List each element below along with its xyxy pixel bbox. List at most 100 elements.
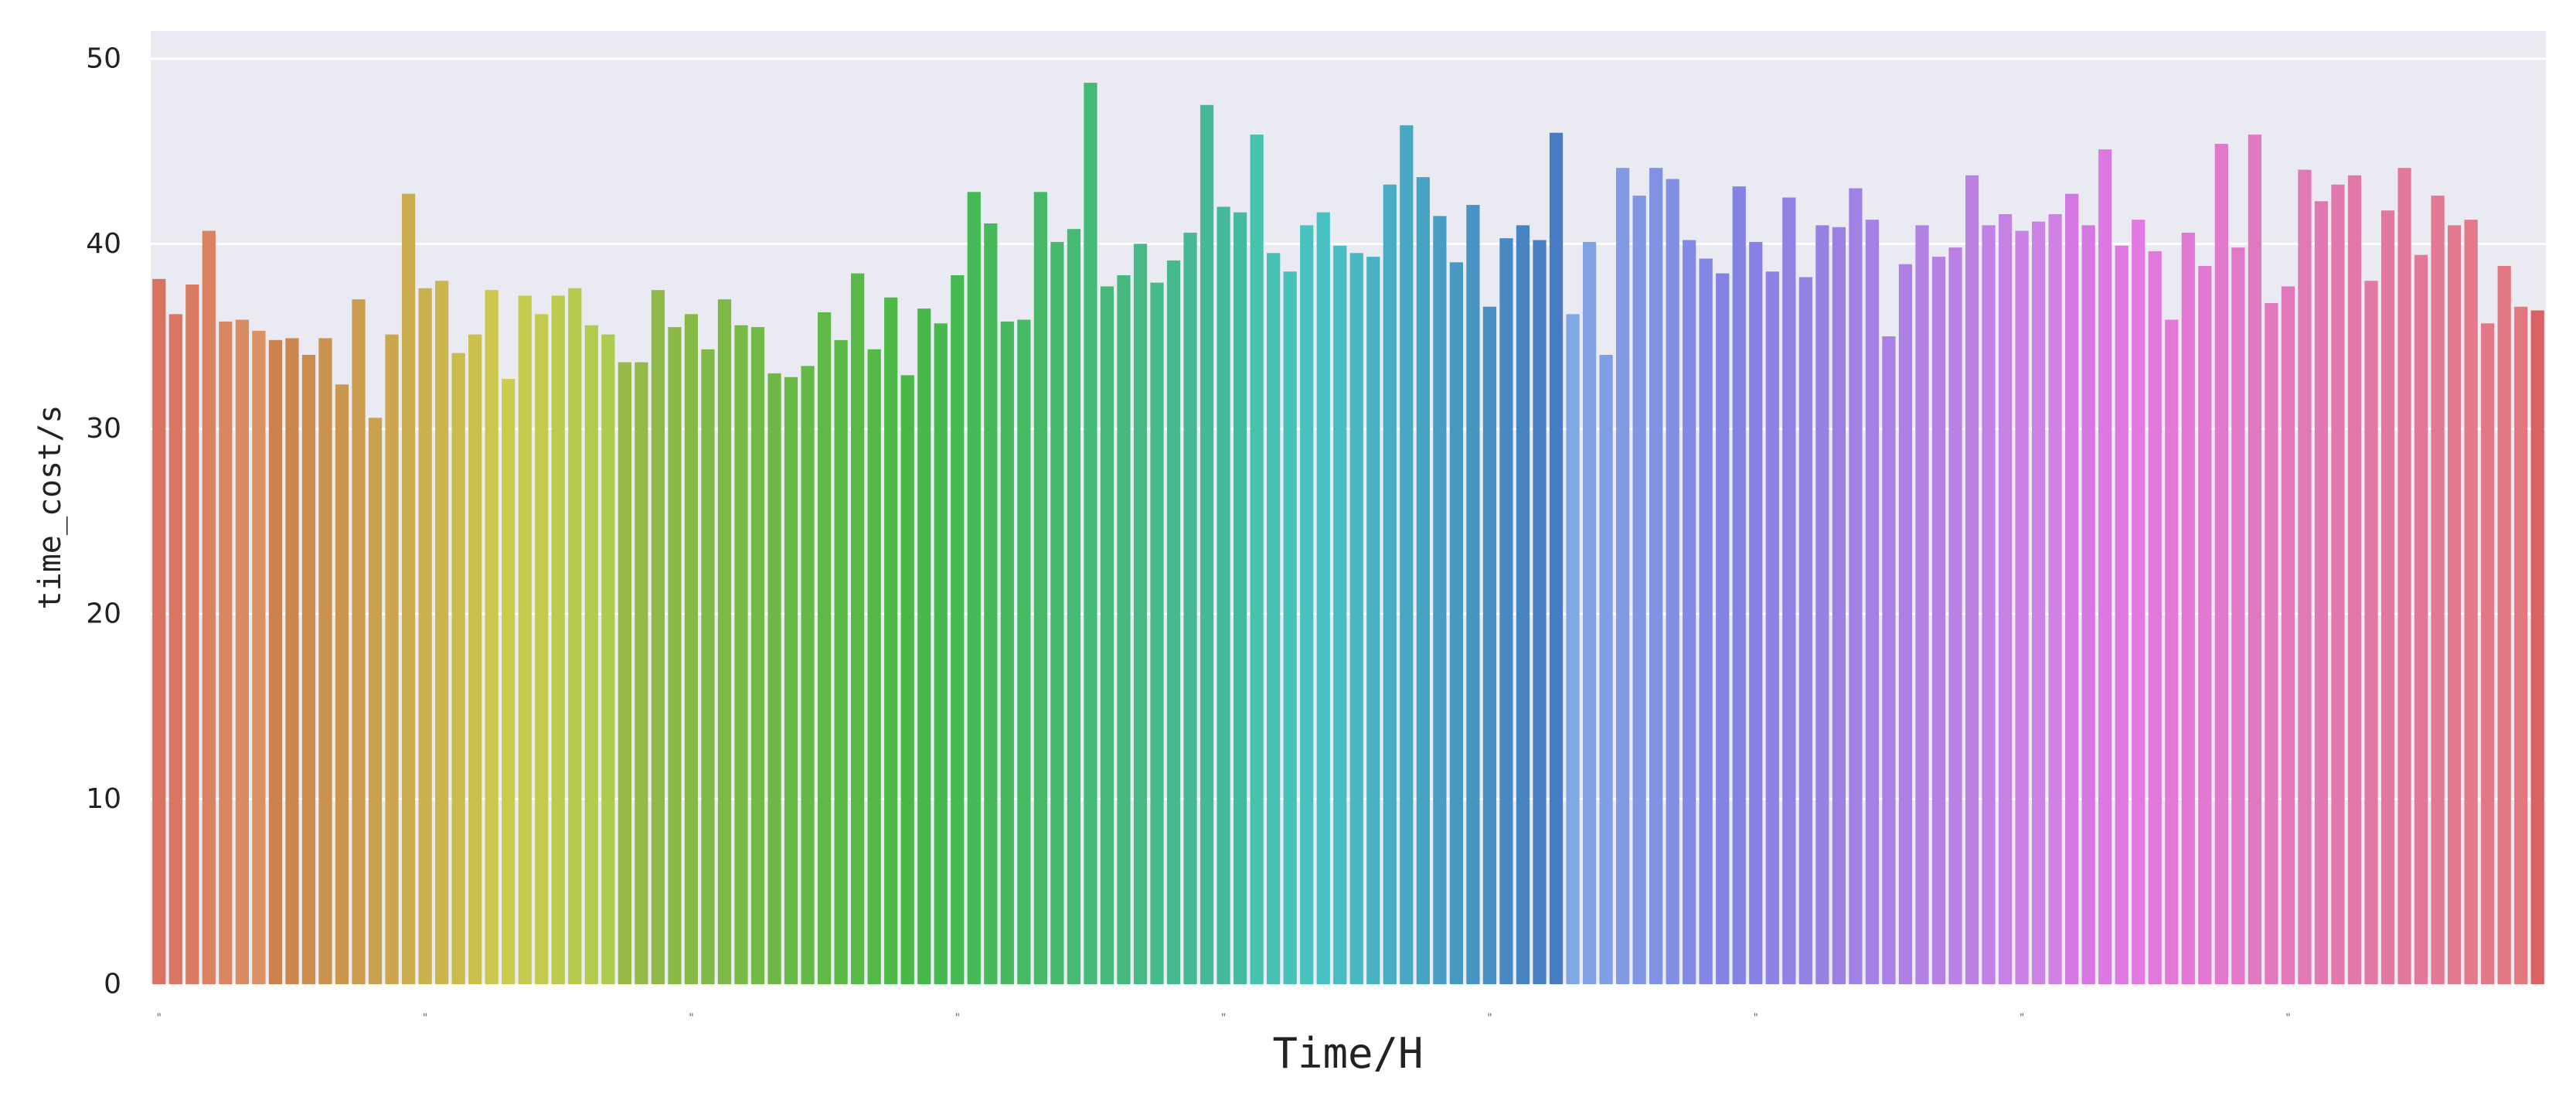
bars [152, 83, 2544, 985]
bar [618, 362, 631, 984]
bar [1166, 260, 1181, 984]
bar [418, 288, 432, 984]
y-tick-label: 20 [86, 598, 121, 630]
bar [2081, 225, 2095, 984]
bar [584, 325, 598, 984]
bar [1765, 271, 1779, 984]
bar [152, 278, 166, 984]
bar [867, 349, 881, 984]
bar [2231, 247, 2245, 984]
bar [934, 323, 948, 984]
bar [2397, 168, 2411, 984]
bar [1449, 262, 1463, 984]
bar [601, 334, 615, 984]
bar [2065, 193, 2079, 984]
x-tick-mark: " [955, 1012, 960, 1024]
bar [535, 314, 549, 984]
bar [834, 339, 848, 985]
bar [568, 288, 582, 984]
grid-lines [151, 57, 2546, 986]
bar [1183, 232, 1197, 985]
bar [2265, 302, 2278, 984]
bar [1433, 216, 1447, 984]
bar [1366, 257, 1380, 985]
bar [2198, 266, 2212, 984]
bar [1566, 314, 1580, 984]
bar [767, 373, 781, 984]
bar [285, 338, 299, 984]
bar [202, 230, 216, 984]
bar [717, 299, 732, 984]
bar [1383, 184, 1397, 985]
bar [1316, 212, 1330, 984]
bar [1300, 225, 1314, 984]
bar [1615, 168, 1630, 984]
bar [1100, 286, 1114, 984]
bar [2281, 286, 2295, 984]
plot-background [151, 31, 2546, 984]
y-tick-label: 0 [104, 969, 121, 1000]
bar [2331, 184, 2345, 985]
y-tick-label: 50 [86, 43, 121, 74]
bar [2048, 214, 2062, 984]
bar [1050, 241, 1064, 984]
bar [1234, 212, 1247, 984]
y-tick-label: 30 [86, 413, 121, 445]
bar [1632, 196, 1646, 984]
bar [817, 312, 832, 984]
bar [851, 273, 865, 984]
bar [2032, 221, 2046, 985]
bar [2165, 319, 2179, 984]
x-tick-mark: " [157, 1012, 162, 1024]
y-tick-labels: 0 10 20 30 40 50 [86, 43, 121, 1000]
bar [1533, 240, 1547, 984]
bar [2380, 210, 2395, 985]
bar [2132, 220, 2146, 985]
bar [2364, 281, 2378, 985]
bar [701, 349, 715, 984]
bar [2431, 196, 2445, 984]
bar [784, 377, 798, 985]
bar [801, 366, 815, 985]
bar [502, 379, 516, 985]
bar [750, 327, 765, 984]
bar [651, 290, 665, 984]
bar [1333, 245, 1347, 985]
bar [917, 308, 931, 984]
bar [2248, 135, 2261, 984]
bar [1084, 83, 1097, 984]
bar [1549, 132, 1564, 985]
bar [2464, 220, 2478, 985]
bar [984, 223, 998, 984]
bar [1683, 240, 1696, 984]
bar [268, 339, 283, 985]
x-tick-mark: " [2285, 1012, 2290, 1024]
bar [1133, 244, 1148, 985]
bar [451, 353, 465, 985]
bar [168, 314, 182, 984]
bar [635, 362, 648, 984]
bar [2214, 144, 2228, 984]
bar [1882, 336, 1896, 984]
bar [1416, 177, 1430, 984]
bar [185, 285, 199, 984]
bar [252, 330, 266, 984]
x-axis-label: Time/H [1272, 1029, 1423, 1078]
bar [2115, 245, 2129, 985]
bar [1250, 135, 1264, 984]
x-tick-mark: " [423, 1012, 427, 1024]
bar [385, 334, 399, 984]
bar [219, 321, 233, 984]
bar [1915, 225, 1929, 984]
bar [468, 334, 482, 984]
bar [1217, 206, 1230, 984]
bar [335, 384, 349, 984]
bar [1482, 306, 1497, 985]
bar [2497, 266, 2511, 984]
bar [1516, 225, 1530, 984]
bar [1649, 168, 1663, 984]
bar [1017, 319, 1031, 984]
bar [884, 297, 898, 984]
bar [1948, 247, 1962, 984]
